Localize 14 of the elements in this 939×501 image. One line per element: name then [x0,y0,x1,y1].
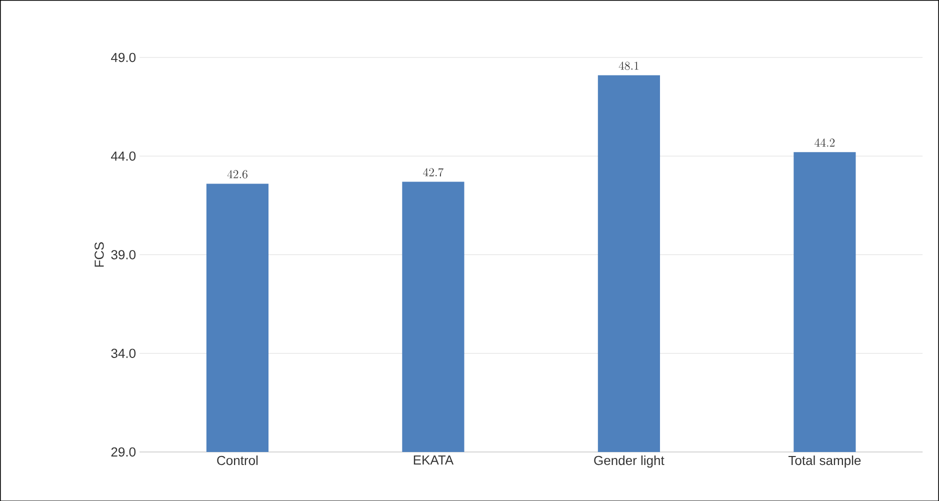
data-label: 48. 1 [618,61,638,70]
y-tick-label: 39.0 [111,250,136,260]
data-label: 42.6 [227,170,248,178]
data-label: 44.2 [814,138,835,146]
x-tick-label: Control [217,455,258,465]
y-tick-label: 34.0 [111,348,136,358]
x-tick-label: Gender light [594,455,664,468]
y-tick-label: 49.0 [111,52,136,62]
y-axis-title: FCS [94,242,104,266]
y-tick-label: 44.0 [111,151,136,160]
data-label: 42.7 [423,168,444,176]
x-tick-label: Total sample [788,455,861,468]
y-tick-label: 29.0 [111,447,136,456]
x-tick-label: EKATA [414,455,454,464]
